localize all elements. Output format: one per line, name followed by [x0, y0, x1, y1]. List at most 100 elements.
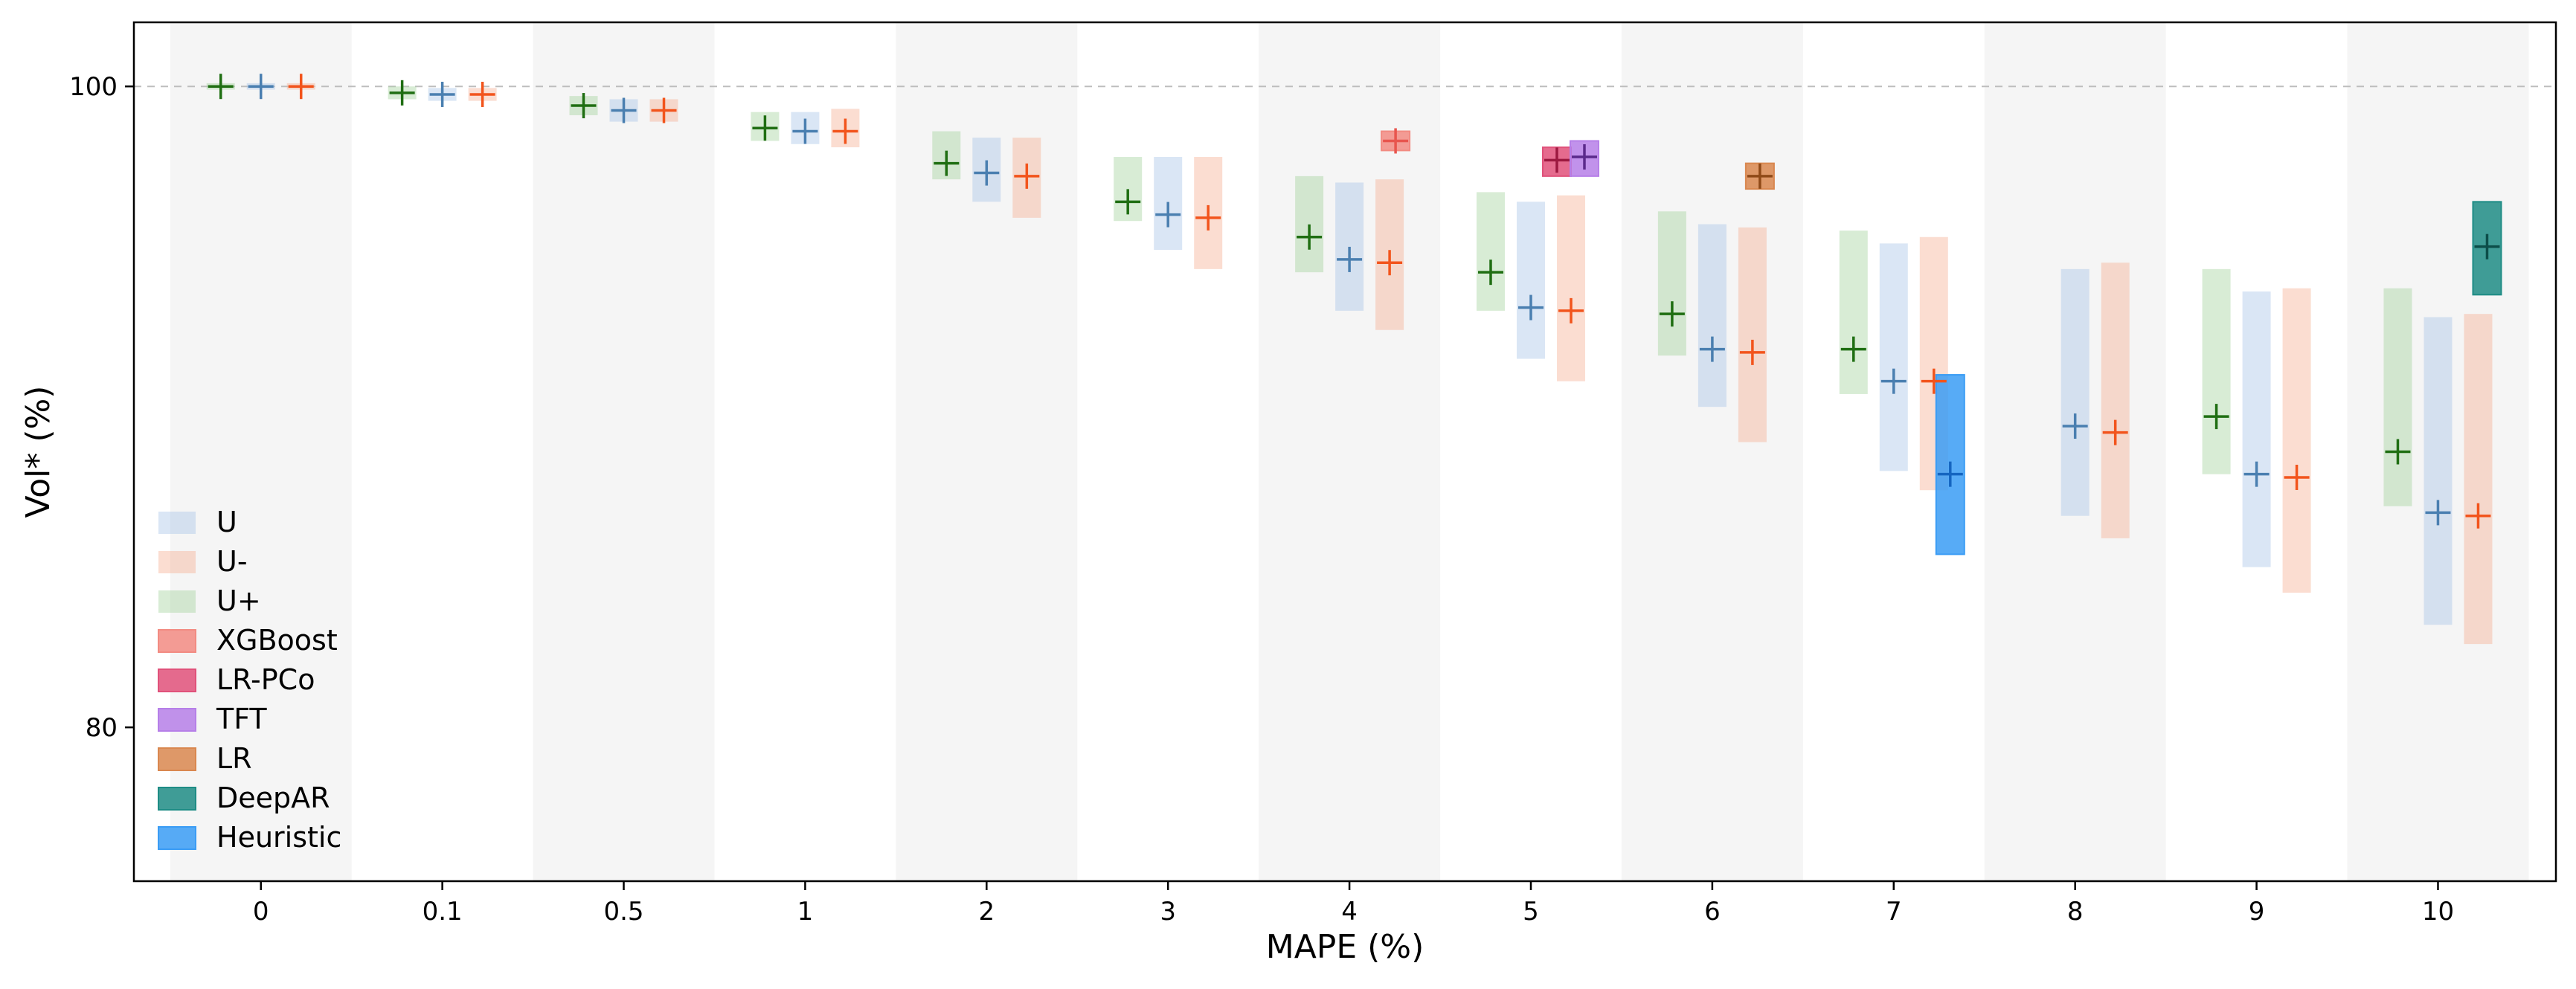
band-0: [170, 22, 352, 881]
legend-swatch-heuristic: [158, 826, 196, 850]
x-tick-label-2: 2: [978, 897, 995, 927]
u-median-10: [2425, 500, 2451, 526]
u-box-9: [2242, 291, 2271, 567]
y-axis-title: Vol* (%): [19, 386, 57, 518]
u-box-5: [1516, 202, 1545, 359]
band-8: [1984, 22, 2166, 881]
u-box-4: [1295, 175, 1324, 273]
x-tick-label-1: 1: [797, 897, 814, 927]
band-10: [2347, 22, 2529, 881]
legend-label-lr-pco: LR-PCo: [216, 663, 315, 696]
category-bands: [170, 22, 2529, 881]
legend-swatch-deepar: [158, 787, 196, 811]
u-median-3: [1115, 189, 1141, 215]
x-tick-label-8: 8: [2067, 897, 2084, 927]
u-box-7: [1839, 231, 1868, 394]
u-median-6: [1739, 339, 1765, 365]
u-median-3: [1155, 202, 1181, 228]
legend-label-deepar: DeepAR: [216, 782, 330, 814]
u-box-6: [1738, 227, 1767, 442]
band-4: [1259, 22, 1441, 881]
u-box-9: [2202, 268, 2231, 474]
u-median-4: [1337, 246, 1363, 272]
lr-pco-median-5: [1544, 147, 1570, 173]
legend-label-u: U+: [216, 584, 261, 617]
u-median-2: [1014, 163, 1040, 189]
u-median-0: [288, 74, 314, 100]
band-6: [1621, 22, 1803, 881]
xgboost-median-4: [1383, 128, 1409, 154]
u-median-3: [1195, 204, 1221, 231]
deepar-median-10: [2474, 233, 2500, 260]
u-median-10: [2465, 503, 2491, 529]
tft-median-5: [1571, 144, 1597, 170]
u-box-4: [1335, 182, 1364, 311]
x-tick-label-6: 6: [1704, 897, 1721, 927]
x-axis-title: MAPE (%): [1266, 928, 1424, 966]
u-median-6: [1699, 336, 1725, 362]
x-tick-label-0.1: 0.1: [423, 897, 463, 927]
u-box-10: [2383, 288, 2412, 506]
u-median-0_1: [469, 81, 495, 107]
heuristic-median-7: [1937, 461, 1963, 487]
u-median-5: [1477, 260, 1503, 286]
legend-label-tft: TFT: [216, 703, 267, 735]
legend-swatch-u: [158, 551, 196, 573]
x-tick-label-0.5: 0.5: [603, 897, 643, 927]
u-median-1: [792, 118, 818, 144]
u-median-0_5: [651, 97, 677, 123]
u-median-7: [1921, 368, 1947, 394]
u-median-2: [934, 150, 960, 176]
u-median-1: [752, 115, 778, 141]
x-tick-label-10: 10: [2422, 897, 2454, 927]
u-median-6: [1659, 301, 1685, 327]
x-tick-label-3: 3: [1160, 897, 1176, 927]
u-median-0_1: [389, 80, 415, 106]
u-box-5: [1476, 192, 1505, 311]
u-median-8: [2062, 413, 2088, 439]
u-median-7: [1880, 368, 1907, 394]
x-tick-label-0: 0: [253, 897, 269, 927]
legend: U U- U+ XGBoost LR-PCo TFT LR DeepAR Heuristic: [158, 506, 341, 854]
u-median-9: [2284, 464, 2310, 490]
plot-frame: [132, 21, 2557, 883]
legend-label-u: U-: [216, 545, 248, 578]
u-median-2: [974, 160, 1000, 186]
x-tick-label-7: 7: [1886, 897, 1902, 927]
u-median-5: [1558, 297, 1584, 323]
u-median-0_5: [611, 97, 637, 123]
legend-swatch-tft: [158, 708, 196, 732]
u-box-10: [2424, 317, 2453, 625]
y-tick-label-100: 100: [69, 72, 118, 102]
x-axis-ticks: 0 0.1 0.5 1 2 3 4 5 6 7 8 9 10: [253, 881, 2454, 927]
legend-swatch-lr-pco: [158, 669, 196, 692]
legend-swatch-xgboost: [158, 629, 196, 653]
legend-label-heuristic: Heuristic: [216, 821, 341, 854]
u-box-8: [2061, 268, 2090, 516]
u-median-8: [2102, 419, 2128, 445]
u-median-0_5: [571, 93, 597, 119]
u-box-5: [1556, 195, 1585, 381]
x-tick-label-4: 4: [1341, 897, 1358, 927]
u-median-7: [1840, 336, 1866, 362]
u-median-9: [2203, 404, 2229, 430]
legend-label-u: U: [216, 506, 237, 538]
u-median-0_1: [429, 81, 455, 107]
u-median-10: [2385, 439, 2411, 465]
u-box-7: [1879, 243, 1908, 471]
u-median-4: [1297, 224, 1323, 250]
u-box-6: [1657, 211, 1686, 356]
legend-swatch-u: [158, 590, 196, 613]
u-median-9: [2243, 461, 2270, 487]
u-box-8: [2101, 262, 2130, 538]
legend-label-lr: LR: [216, 742, 252, 775]
median-markers: [208, 74, 2500, 529]
u-median-0: [208, 74, 234, 100]
u-median-0: [248, 74, 274, 100]
x-tick-label-5: 5: [1523, 897, 1539, 927]
x-tick-label-9: 9: [2249, 897, 2265, 927]
u-box-6: [1697, 224, 1727, 407]
y-tick-label-80: 80: [86, 713, 118, 743]
band-0.5: [533, 22, 715, 881]
